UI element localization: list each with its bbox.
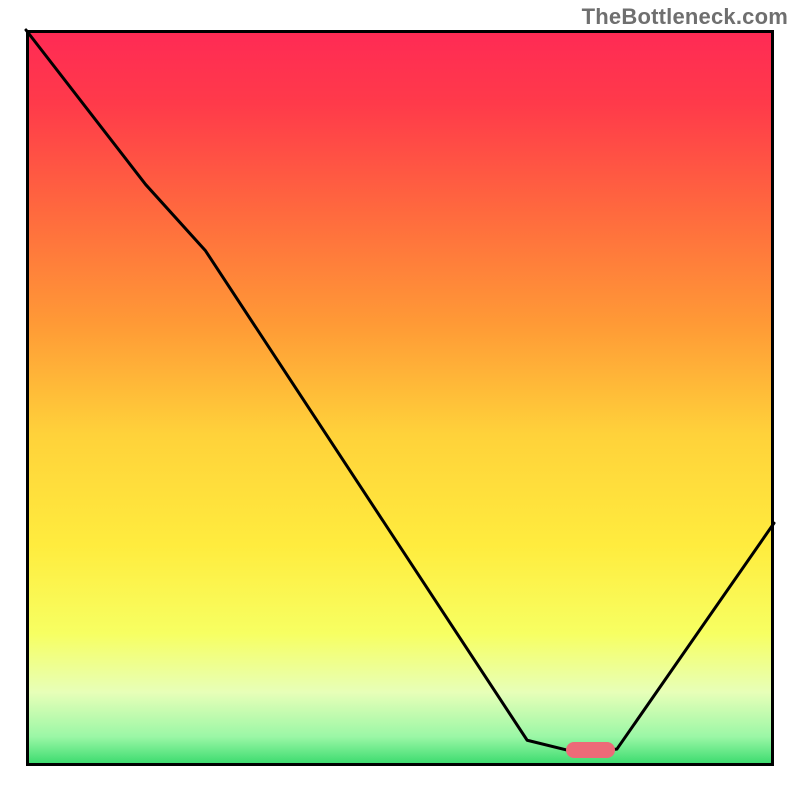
bottleneck-curve [26, 30, 774, 766]
optimal-marker [566, 742, 615, 758]
chart-container: TheBottleneck.com [0, 0, 800, 800]
plot-area [26, 30, 774, 766]
watermark-text: TheBottleneck.com [582, 4, 788, 30]
